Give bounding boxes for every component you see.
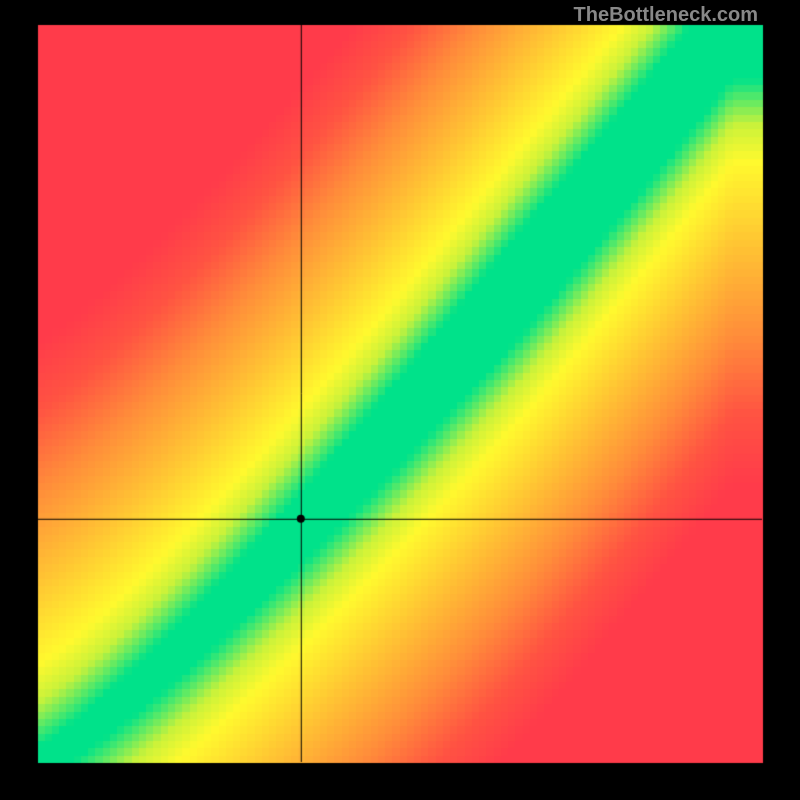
- bottleneck-heatmap: [0, 0, 800, 800]
- watermark-text: TheBottleneck.com: [574, 4, 758, 27]
